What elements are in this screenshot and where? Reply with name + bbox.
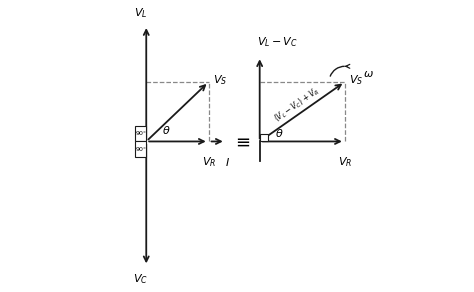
Text: $V_C$: $V_C$	[133, 272, 148, 286]
Text: 90°: 90°	[136, 147, 146, 152]
Text: $V_L$: $V_L$	[134, 6, 147, 20]
Text: $(V_L - V_C) + V_R$: $(V_L - V_C) + V_R$	[271, 84, 322, 125]
Bar	[260, 133, 268, 141]
Text: $I$: $I$	[225, 156, 229, 168]
Text: $V_L - V_C$: $V_L - V_C$	[257, 36, 298, 49]
Text: $V_R$: $V_R$	[337, 156, 352, 169]
Text: $\equiv$: $\equiv$	[232, 133, 251, 150]
Text: $V_R$: $V_R$	[201, 156, 216, 169]
Text: $V_S$: $V_S$	[349, 74, 363, 87]
Text: $V_S$: $V_S$	[213, 74, 227, 87]
Bar	[136, 126, 146, 141]
Text: 90°: 90°	[136, 131, 146, 136]
Text: $\theta$: $\theta$	[275, 127, 284, 139]
Bar	[136, 141, 146, 157]
Text: $\omega$: $\omega$	[363, 69, 374, 79]
Text: $\theta$: $\theta$	[162, 124, 171, 136]
